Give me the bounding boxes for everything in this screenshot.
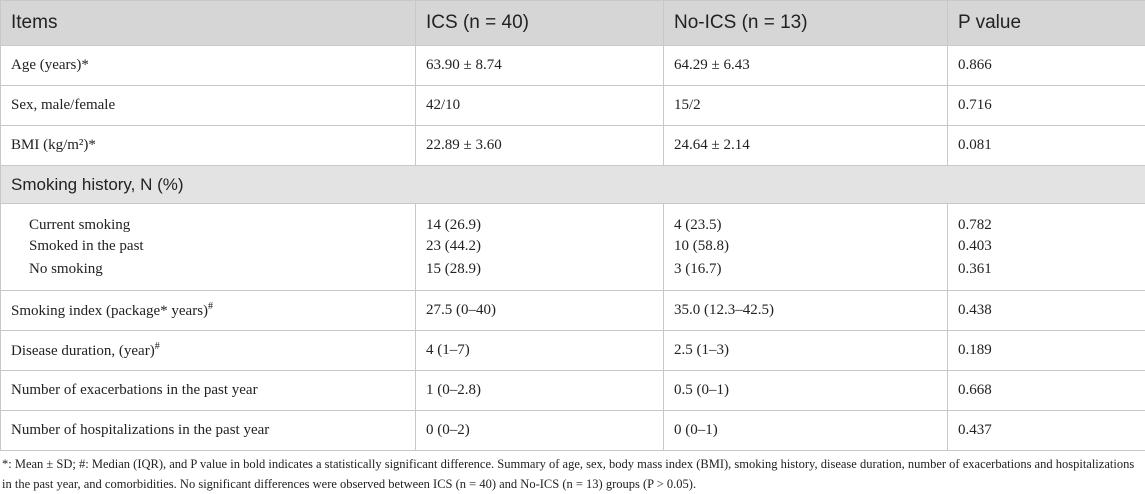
cell: 4 (1–7): [416, 331, 664, 371]
cell: 14 (26.9): [416, 204, 664, 235]
cell: 4 (23.5): [664, 204, 948, 235]
superscript: #: [155, 341, 160, 352]
cell: 27.5 (0–40): [416, 291, 664, 331]
cell: 22.89 ± 3.60: [416, 126, 664, 166]
cell: 63.90 ± 8.74: [416, 46, 664, 86]
cell-text: Smoking index (package* years): [11, 303, 208, 319]
cell: 24.64 ± 2.14: [664, 126, 948, 166]
cell: 0.782: [948, 204, 1145, 235]
header-cell: ICS (n = 40): [416, 1, 664, 46]
cell: 0.438: [948, 291, 1145, 331]
header-cell: Items: [1, 1, 416, 46]
cell: 15/2: [664, 86, 948, 126]
cell: Disease duration, (year)#: [1, 331, 416, 371]
cell: 0.189: [948, 331, 1145, 371]
cell: BMI (kg/m²)*: [1, 126, 416, 166]
section-row: Smoking history, N (%): [1, 166, 1145, 204]
header-cell: P value: [948, 1, 1145, 46]
cell: No smoking: [1, 259, 416, 291]
cell: 0 (0–1): [664, 411, 948, 451]
row: Number of hospitalizations in the past y…: [1, 411, 1145, 451]
cell: 3 (16.7): [664, 259, 948, 291]
footnote: *: Mean ± SD; #: Median (IQR), and P val…: [0, 451, 1145, 494]
cell: 0.361: [948, 259, 1145, 291]
row: Smoking index (package* years)#27.5 (0–4…: [1, 291, 1145, 331]
cell: 10 (58.8): [664, 234, 948, 259]
cell: 0.437: [948, 411, 1145, 451]
cell: 0.403: [948, 234, 1145, 259]
cell: 64.29 ± 6.43: [664, 46, 948, 86]
row: Number of exacerbations in the past year…: [1, 371, 1145, 411]
cell: Smoking index (package* years)#: [1, 291, 416, 331]
cell: Number of hospitalizations in the past y…: [1, 411, 416, 451]
cell: 2.5 (1–3): [664, 331, 948, 371]
cell: 42/10: [416, 86, 664, 126]
cell: 0.5 (0–1): [664, 371, 948, 411]
row: Disease duration, (year)#4 (1–7)2.5 (1–3…: [1, 331, 1145, 371]
cell: 0.081: [948, 126, 1145, 166]
cell: 15 (28.9): [416, 259, 664, 291]
cell: Age (years)*: [1, 46, 416, 86]
cell: Smoked in the past: [1, 234, 416, 259]
cell: 0.668: [948, 371, 1145, 411]
cell: 0 (0–2): [416, 411, 664, 451]
cell-text: Disease duration, (year): [11, 343, 155, 359]
section-cell: Smoking history, N (%): [1, 166, 1145, 204]
header-cell: No-ICS (n = 13): [664, 1, 948, 46]
cell: 0.716: [948, 86, 1145, 126]
cell: 0.866: [948, 46, 1145, 86]
cell: 35.0 (12.3–42.5): [664, 291, 948, 331]
cell: Number of exacerbations in the past year: [1, 371, 416, 411]
cell: Sex, male/female: [1, 86, 416, 126]
cell: 1 (0–2.8): [416, 371, 664, 411]
cell: 23 (44.2): [416, 234, 664, 259]
superscript: #: [208, 301, 213, 312]
cell: Current smoking: [1, 204, 416, 235]
